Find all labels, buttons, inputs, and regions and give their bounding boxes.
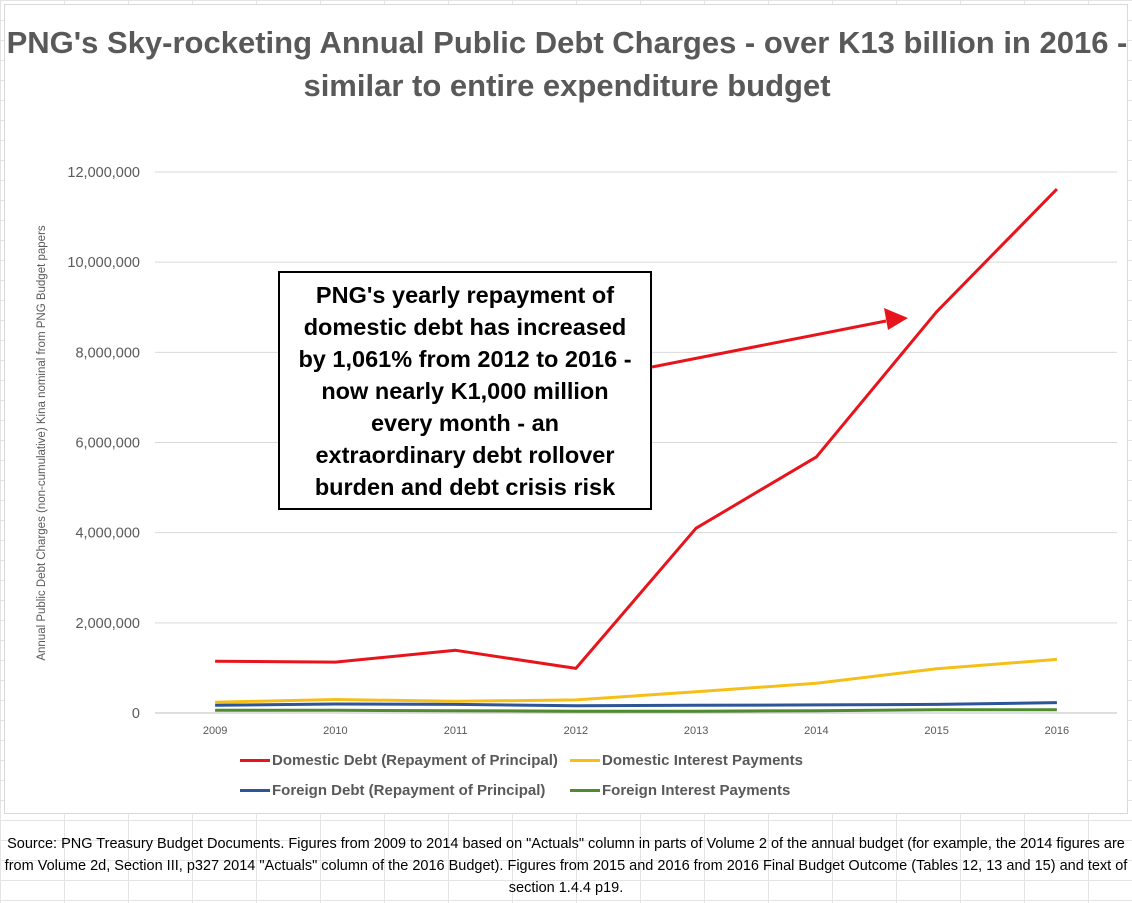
x-tick-label: 2010: [323, 725, 347, 737]
y-tick-label: 12,000,000: [67, 165, 140, 181]
y-tick-label: 6,000,000: [75, 436, 140, 452]
y-tick-label: 0: [132, 706, 140, 722]
annotation-arrowhead: [884, 308, 908, 330]
x-tick-label: 2016: [1045, 725, 1069, 737]
y-tick-label: 10,000,000: [67, 255, 140, 271]
source-note: Source: PNG Treasury Budget Documents. F…: [4, 836, 1128, 896]
y-tick-label: 2,000,000: [75, 616, 140, 632]
x-tick-label: 2009: [203, 725, 227, 737]
annotation-callout: PNG's yearly repayment of domestic debt …: [278, 271, 652, 510]
chart-title: PNG's Sky-rocketing Annual Public Debt C…: [6, 25, 1128, 103]
x-tick-label: 2012: [564, 725, 588, 737]
x-tick-label: 2014: [804, 725, 828, 737]
x-tick-label: 2013: [684, 725, 708, 737]
y-tick-label: 8,000,000: [75, 345, 140, 361]
series-line-foreign-debt-repayment-of-principal: [215, 701, 1057, 708]
series-line-domestic-interest-payments: [215, 657, 1058, 704]
x-tick-label: 2011: [444, 725, 468, 737]
series-line-domestic-debt-repayment-of-principal: [215, 188, 1058, 670]
series-line-foreign-interest-payments: [215, 708, 1057, 713]
annotation-text: PNG's yearly repayment of domestic debt …: [298, 281, 632, 500]
annotation-arrow: [651, 319, 887, 369]
x-tick-label: 2015: [924, 725, 948, 737]
y-tick-label: 4,000,000: [75, 526, 140, 542]
